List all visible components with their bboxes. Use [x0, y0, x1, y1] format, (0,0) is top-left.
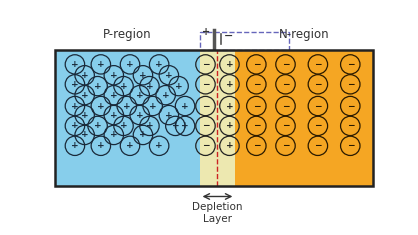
Text: +: + [94, 121, 102, 130]
Text: +: + [126, 141, 134, 150]
Text: +: + [155, 141, 163, 150]
Text: +: + [171, 121, 179, 130]
Text: −: − [252, 102, 260, 110]
Text: +: + [181, 102, 189, 110]
Text: +: + [226, 121, 233, 130]
Text: +: + [202, 27, 211, 37]
Text: +: + [71, 141, 79, 150]
Text: +: + [71, 60, 79, 69]
Text: +: + [155, 60, 163, 69]
Text: +: + [226, 102, 233, 110]
Text: +: + [226, 60, 233, 69]
Text: +: + [110, 91, 117, 100]
Text: +: + [97, 102, 104, 110]
Text: +: + [71, 80, 79, 89]
Text: −: − [314, 102, 321, 110]
Text: Depletion
Layer: Depletion Layer [192, 202, 243, 223]
Text: +: + [120, 82, 127, 91]
Text: −: − [282, 141, 289, 150]
Text: +: + [139, 71, 147, 80]
Text: +: + [81, 130, 89, 139]
Text: +: + [226, 141, 233, 150]
Text: −: − [314, 141, 321, 150]
Text: +: + [81, 110, 89, 120]
Text: −: − [347, 102, 354, 110]
Text: +: + [97, 141, 104, 150]
Text: −: − [282, 60, 289, 69]
Text: −: − [282, 121, 289, 130]
Text: −: − [202, 60, 209, 69]
Text: +: + [123, 102, 130, 110]
Text: −: − [252, 60, 260, 69]
Text: −: − [252, 121, 260, 130]
Text: −: − [347, 141, 354, 150]
Text: −: − [347, 60, 354, 69]
Bar [200, 50, 235, 186]
Text: −: − [282, 102, 289, 110]
Text: +: + [165, 110, 173, 120]
Text: +: + [181, 121, 189, 130]
Text: −: − [202, 80, 209, 89]
Text: +: + [110, 71, 117, 80]
Text: +: + [110, 110, 117, 120]
Text: −: − [282, 80, 289, 89]
Text: −: − [314, 80, 321, 89]
Text: −: − [347, 121, 354, 130]
Text: +: + [162, 91, 169, 100]
Text: −: − [252, 141, 260, 150]
Bar [56, 50, 373, 186]
Text: −: − [202, 102, 209, 110]
Text: +: + [110, 130, 117, 139]
Text: +: + [145, 121, 153, 130]
Text: −: − [252, 80, 260, 89]
Text: +: + [149, 102, 156, 110]
Text: +: + [145, 82, 153, 91]
Text: +: + [165, 71, 173, 80]
Text: +: + [226, 80, 233, 89]
Text: −: − [314, 60, 321, 69]
Text: −: − [202, 141, 209, 150]
Text: +: + [126, 60, 134, 69]
Text: +: + [81, 91, 89, 100]
Text: −: − [314, 121, 321, 130]
Text: N-region: N-region [279, 28, 329, 41]
Text: +: + [136, 110, 143, 120]
Bar [235, 50, 373, 186]
Text: +: + [71, 121, 79, 130]
Bar [56, 50, 200, 186]
Text: +: + [81, 71, 89, 80]
Text: +: + [139, 130, 147, 139]
Text: +: + [120, 121, 127, 130]
Text: +: + [97, 60, 104, 69]
Bar [200, 32, 289, 50]
Text: +: + [175, 82, 182, 91]
Text: P-region: P-region [103, 28, 152, 41]
Text: +: + [71, 102, 79, 110]
Text: +: + [136, 91, 143, 100]
Text: −: − [202, 121, 209, 130]
Text: +: + [94, 82, 102, 91]
Text: −: − [224, 31, 233, 40]
Text: −: − [347, 80, 354, 89]
